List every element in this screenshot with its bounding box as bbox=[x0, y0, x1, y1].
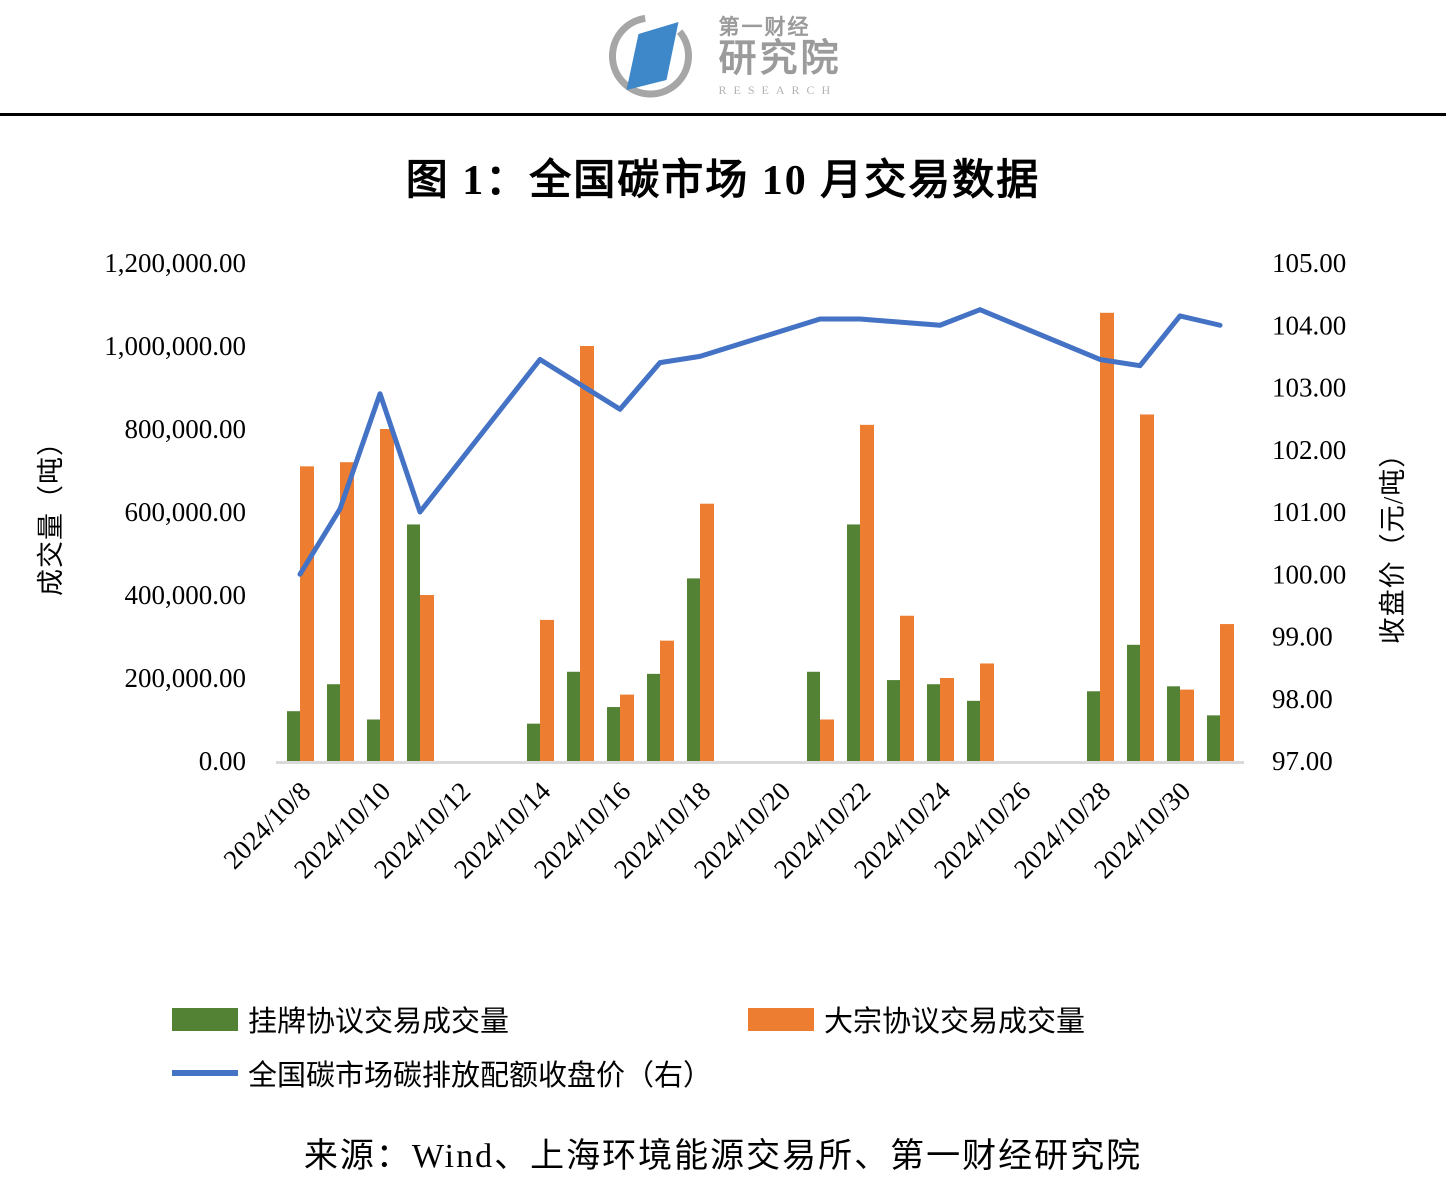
right-axis-tick: 100.00 bbox=[1272, 559, 1346, 589]
bar-block-volume bbox=[380, 429, 394, 761]
legend-label-block: 大宗协议交易成交量 bbox=[824, 1006, 1086, 1038]
bar-listed-volume bbox=[567, 671, 580, 761]
bar-block-volume bbox=[900, 615, 914, 761]
bar-listed-volume bbox=[327, 684, 340, 761]
left-axis-tick: 1,200,000.00 bbox=[104, 248, 246, 278]
legend: 挂牌协议交易成交量 大宗协议交易成交量 全国碳市场碳排放配额收盘价（右） bbox=[0, 988, 1446, 1098]
bar-listed-volume bbox=[1167, 686, 1180, 761]
right-axis-tick: 105.00 bbox=[1272, 248, 1346, 278]
right-axis-tick: 97.00 bbox=[1272, 746, 1333, 776]
bar-listed-volume bbox=[607, 707, 620, 761]
left-axis-tick: 600,000.00 bbox=[125, 497, 247, 527]
bar-listed-volume bbox=[1207, 715, 1220, 761]
logo-subtitle: RESEARCH bbox=[718, 82, 838, 97]
right-axis-tick: 99.00 bbox=[1272, 622, 1333, 652]
right-axis-tick: 101.00 bbox=[1272, 497, 1346, 527]
bar-listed-volume bbox=[807, 671, 820, 761]
header: 第一财经 研究院 RESEARCH bbox=[0, 0, 1446, 116]
bar-block-volume bbox=[580, 346, 594, 761]
right-axis-tick: 103.00 bbox=[1272, 373, 1346, 403]
bar-block-volume bbox=[1180, 689, 1194, 761]
bar-listed-volume bbox=[887, 680, 900, 761]
legend-item-listed: 挂牌协议交易成交量 bbox=[172, 998, 509, 1040]
bar-listed-volume bbox=[367, 719, 380, 761]
bar-block-volume bbox=[540, 619, 554, 761]
bar-block-volume bbox=[940, 678, 954, 761]
bar-block-volume bbox=[300, 466, 314, 761]
bar-listed-volume bbox=[1127, 644, 1140, 761]
left-axis-tick: 400,000.00 bbox=[125, 580, 247, 610]
legend-swatch-price-line bbox=[172, 1070, 238, 1076]
legend-item-price: 全国碳市场碳排放配额收盘价（右） bbox=[172, 1052, 712, 1094]
bar-listed-volume bbox=[1087, 691, 1100, 761]
bar-listed-volume bbox=[967, 700, 980, 761]
bar-listed-volume bbox=[927, 684, 940, 761]
bar-listed-volume bbox=[687, 578, 700, 761]
logo-brand: 第一财经 bbox=[718, 14, 811, 39]
logo-institute: 研究院 bbox=[718, 37, 842, 80]
bar-listed-volume bbox=[647, 673, 660, 761]
bar-block-volume bbox=[420, 595, 434, 761]
source-note: 来源：Wind、上海环境能源交易所、第一财经研究院 bbox=[303, 1138, 1143, 1175]
price-line bbox=[297, 307, 1223, 577]
bar-block-volume bbox=[860, 424, 874, 761]
right-axis-tick: 98.00 bbox=[1272, 684, 1333, 714]
x-axis-line bbox=[276, 761, 1244, 764]
bar-block-volume bbox=[980, 663, 994, 761]
legend-label-listed: 挂牌协议交易成交量 bbox=[248, 1006, 510, 1038]
bar-block-volume bbox=[340, 462, 354, 761]
logo-icon bbox=[608, 14, 692, 98]
bar-block-volume bbox=[660, 640, 674, 761]
bar-block-volume bbox=[820, 719, 834, 761]
right-axis-tick: 104.00 bbox=[1272, 310, 1346, 340]
bar-listed-volume bbox=[527, 723, 540, 761]
header-divider bbox=[0, 113, 1446, 116]
chart-title: 图 1：全国碳市场 10 月交易数据 bbox=[405, 158, 1041, 204]
left-axis-tick: 800,000.00 bbox=[125, 414, 247, 444]
right-axis-title: 收盘价（元/吨） bbox=[1378, 440, 1408, 645]
yicai-research-logo: 第一财经 研究院 RESEARCH bbox=[604, 8, 841, 104]
legend-swatch-listed bbox=[172, 1007, 238, 1031]
chart-canvas: 1,200,000.00 1,000,000.00 800,000.00 600,00… bbox=[36, 248, 1408, 884]
bar-block-volume bbox=[700, 503, 714, 761]
logo-text: 第一财经 研究院 RESEARCH bbox=[718, 16, 841, 97]
bar-block-volume bbox=[1100, 312, 1114, 761]
legend-item-block: 大宗协议交易成交量 bbox=[748, 998, 1085, 1040]
bar-block-volume bbox=[1220, 624, 1234, 761]
bar-listed-volume bbox=[407, 524, 420, 761]
bar-block-volume bbox=[620, 694, 634, 761]
left-axis-tick: 0.00 bbox=[199, 746, 246, 776]
right-axis-tick: 102.00 bbox=[1272, 435, 1346, 465]
bar-block-volume bbox=[1140, 414, 1154, 761]
bar-listed-volume bbox=[287, 711, 300, 761]
bar-listed-volume bbox=[847, 524, 860, 761]
legend-label-price: 全国碳市场碳排放配额收盘价（右） bbox=[248, 1060, 713, 1092]
left-axis-title: 成交量（吨） bbox=[36, 428, 66, 596]
legend-swatch-block bbox=[748, 1007, 814, 1031]
left-axis-tick: 200,000.00 bbox=[125, 663, 247, 693]
left-axis-tick: 1,000,000.00 bbox=[104, 331, 246, 361]
